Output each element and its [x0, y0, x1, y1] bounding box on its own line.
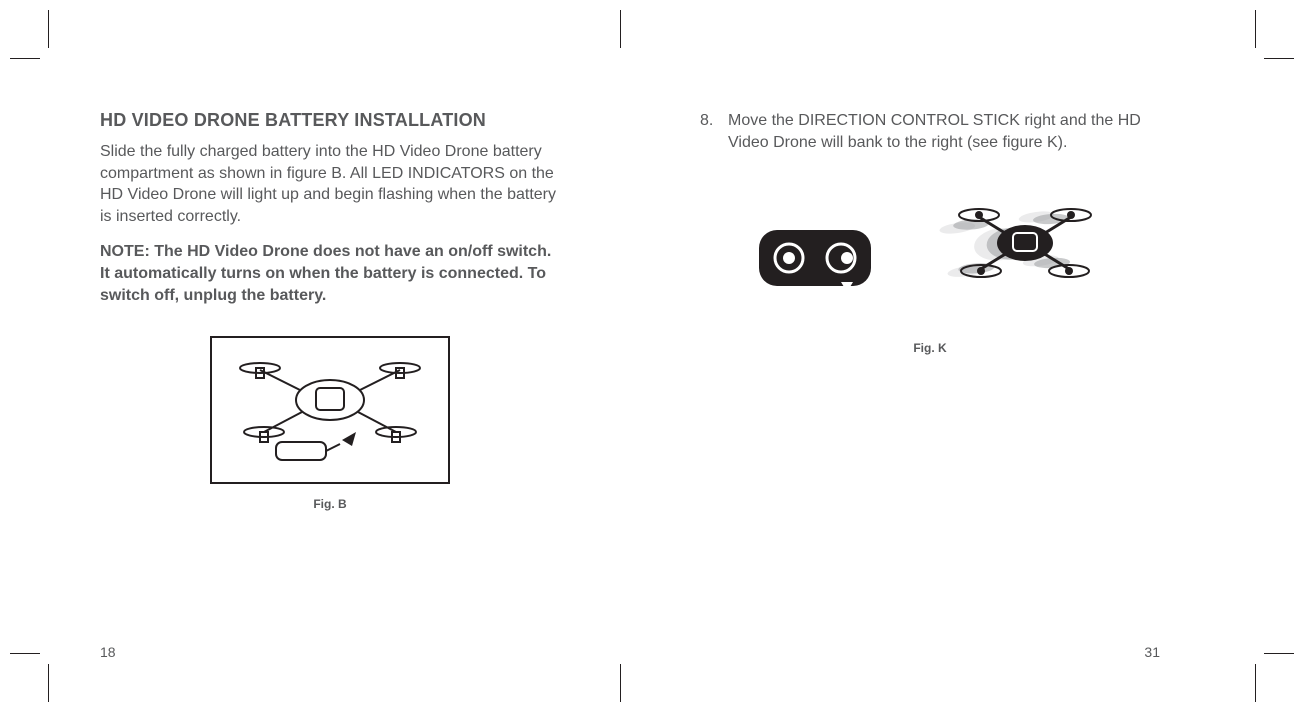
drone-battery-illustration — [230, 350, 430, 470]
crop-mark — [1255, 10, 1256, 48]
sheet: HD VIDEO DRONE BATTERY INSTALLATION Slid… — [0, 0, 1304, 712]
body-paragraph: Slide the fully charged battery into the… — [100, 141, 560, 227]
figure-k-caption: Fig. K — [700, 341, 1160, 355]
figure-k-row — [700, 183, 1160, 333]
figure-b-wrap: Fig. B — [100, 336, 560, 511]
crop-mark — [10, 58, 40, 59]
page-number-right: 31 — [1144, 644, 1160, 660]
crop-mark — [1264, 653, 1294, 654]
page-number-left: 18 — [100, 644, 116, 660]
step-8: 8. Move the DIRECTION CONTROL STICK righ… — [700, 110, 1160, 153]
crop-mark — [620, 664, 621, 702]
crop-mark — [48, 10, 49, 48]
note-paragraph: NOTE: The HD Video Drone does not have a… — [100, 241, 560, 306]
print-spec-sidebar: 317913_317915_Palm HD Drone Size:4"Wx4"H… — [1284, 300, 1304, 584]
crop-mark — [48, 664, 49, 702]
step-number: 8. — [700, 110, 728, 153]
crop-mark — [1255, 664, 1256, 702]
crop-mark — [1264, 58, 1294, 59]
page-right: 8. Move the DIRECTION CONTROL STICK righ… — [700, 70, 1160, 660]
controller-illustration — [755, 218, 875, 298]
crop-mark — [10, 653, 40, 654]
figure-b-box — [210, 336, 450, 484]
page-left: HD VIDEO DRONE BATTERY INSTALLATION Slid… — [100, 70, 560, 660]
drone-bank-illustration — [905, 183, 1105, 333]
crop-mark — [620, 10, 621, 48]
figure-b-caption: Fig. B — [100, 497, 560, 511]
section-heading: HD VIDEO DRONE BATTERY INSTALLATION — [100, 110, 560, 131]
step-text: Move the DIRECTION CONTROL STICK right a… — [728, 110, 1160, 153]
